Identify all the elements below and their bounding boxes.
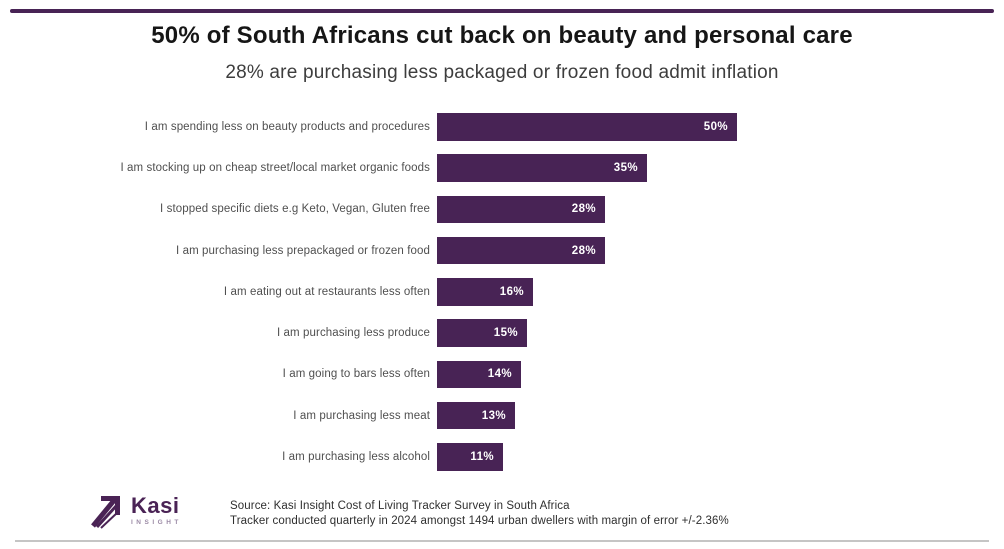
logo-subtitle: INSIGHT — [131, 519, 182, 527]
chart-row: I am eating out at restaurants less ofte… — [0, 278, 1004, 306]
bar-value: 28% — [571, 244, 596, 257]
bar: 35% — [437, 154, 647, 182]
logo-wordmark: Kasi — [131, 493, 180, 519]
bar: 13% — [437, 401, 515, 430]
bar-value: 16% — [499, 285, 524, 298]
top-accent-rule — [10, 9, 994, 13]
page-subtitle: 28% are purchasing less packaged or froz… — [225, 62, 779, 83]
bar-label: I am eating out at restaurants less ofte… — [223, 285, 430, 298]
bar-label: I am purchasing less alcohol — [282, 450, 430, 463]
bar: 50% — [437, 113, 737, 141]
bar-label: I am purchasing less prepackaged or froz… — [175, 244, 430, 257]
bar-value: 14% — [487, 368, 512, 381]
bar: 28% — [437, 236, 605, 265]
chart-row: I am stocking up on cheap street/local m… — [0, 154, 1004, 182]
source-note: Source: Kasi Insight Cost of Living Trac… — [230, 499, 729, 528]
bar: 14% — [437, 360, 521, 388]
bottom-divider — [15, 540, 989, 542]
bar: 11% — [437, 443, 503, 471]
bar-value: 35% — [613, 162, 638, 174]
chart-row: I am spending less on beauty products an… — [0, 113, 1004, 141]
chart-row: I am purchasing less produce 15% — [0, 319, 1004, 347]
bar: 16% — [437, 278, 533, 306]
chart-row: I am purchasing less prepackaged or froz… — [0, 236, 1004, 265]
chart-row: I am going to bars less often 14% — [0, 360, 1004, 388]
bar-value: 13% — [481, 409, 506, 422]
bar-label: I am going to bars less often — [282, 368, 430, 381]
chart-rows: I am spending less on beauty products an… — [0, 113, 1004, 471]
bar-label: I stopped specific diets e.g Keto, Vegan… — [160, 203, 430, 216]
bar-chart: I am spending less on beauty products an… — [0, 113, 1004, 484]
bar-value: 15% — [493, 327, 518, 339]
kasi-insight-logo: Kasi INSIGHT — [88, 492, 182, 530]
bar-value: 28% — [571, 203, 596, 216]
chart-row: I am purchasing less meat 13% — [0, 401, 1004, 430]
page-title: 50% of South Africans cut back on beauty… — [151, 22, 853, 49]
bar-value: 50% — [703, 120, 728, 133]
bar: 28% — [437, 195, 605, 223]
source-line-1: Source: Kasi Insight Cost of Living Trac… — [230, 500, 570, 512]
bar-label: I am purchasing less meat — [293, 409, 430, 422]
kasi-arrow-icon — [88, 492, 124, 530]
bar: 15% — [437, 319, 527, 347]
bar-label: I am purchasing less produce — [276, 327, 430, 339]
chart-row: I am purchasing less alcohol 11% — [0, 443, 1004, 471]
chart-row: I stopped specific diets e.g Keto, Vegan… — [0, 195, 1004, 223]
source-line-2: Tracker conducted quarterly in 2024 amon… — [230, 514, 729, 527]
bar-label: I am stocking up on cheap street/local m… — [120, 162, 430, 174]
bar-value: 11% — [470, 450, 494, 463]
bar-label: I am spending less on beauty products an… — [144, 120, 430, 133]
